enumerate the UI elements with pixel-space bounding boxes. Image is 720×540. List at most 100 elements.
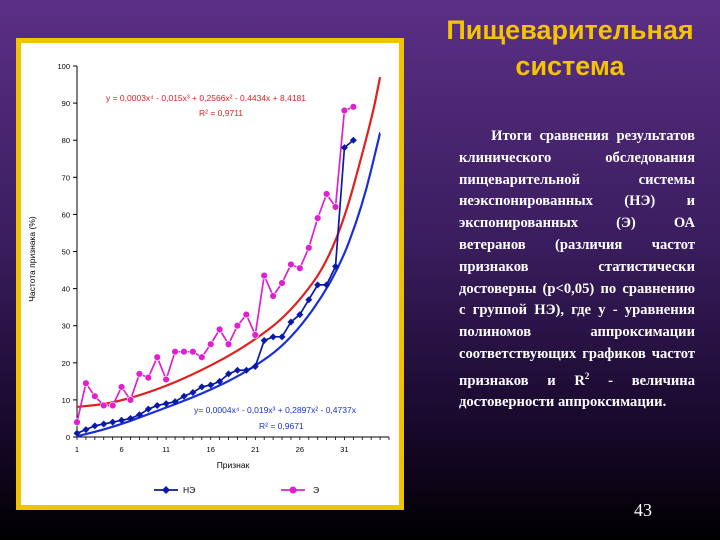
data-point-ne [278,333,286,341]
data-point-ne [126,414,134,422]
data-point-e [144,373,153,382]
data-point-e [117,383,126,391]
r2-e: R² = 0,9711 [199,108,243,118]
data-point-e [100,401,108,410]
data-point-e [251,331,259,339]
data-point-e [91,392,99,400]
slide-body-text: Итоги сравнения результатов клинического… [459,126,695,414]
legend: НЭ Э [154,485,319,495]
data-point-ne [296,311,304,319]
x-tick-label: 21 [251,445,259,454]
data-point-ne [216,377,224,385]
legend-e-label: Э [313,485,319,495]
body-superscript: 2 [584,370,590,381]
data-point-e [189,347,197,356]
data-point-ne [198,383,206,391]
data-point-e [296,264,304,272]
data-point-ne [225,370,233,378]
data-point-ne [118,416,126,424]
y-tick-label: 60 [62,210,70,219]
x-tick-label: 31 [340,445,348,454]
data-point-e [126,396,135,404]
data-point-e [207,340,215,348]
body-text-end: - величина достоверности аппроксимации. [459,372,695,411]
data-point-e [278,279,286,287]
data-point-ne [287,318,295,326]
data-point-ne [349,136,357,144]
y-tick-label: 20 [62,359,70,368]
data-point-ne [233,366,241,374]
data-point-e [82,379,90,387]
legend-ne-marker [162,486,170,494]
body-text-main: Итоги сравнения результатов клинического… [459,128,695,389]
data-point-e [269,292,277,300]
trendline-ne [76,132,382,438]
data-point-ne [323,281,331,289]
equation-ne: y= 0,0004x⁴ - 0,019x³ + 0,2897x² - 0,473… [194,405,357,415]
y-tick-label: 30 [62,322,70,331]
y-tick-label: 50 [62,248,70,257]
x-tick-label: 11 [162,445,170,454]
data-point-e [260,271,268,280]
x-tick-label: 26 [296,445,304,454]
trendline-e [76,76,382,409]
legend-e-marker [289,486,297,494]
data-point-ne [189,388,197,396]
data-point-ne [242,366,250,374]
data-point-e [153,353,161,361]
x-axis-label: Признак [217,460,250,470]
data-point-ne [340,144,348,152]
data-point-ne [314,281,322,289]
x-tick-label: 1 [75,445,79,454]
data-point-ne [251,363,259,371]
data-point-ne [332,262,340,270]
data-point-ne [162,400,170,408]
data-point-ne [260,337,268,345]
data-point-ne [135,411,143,419]
data-point-e [198,353,206,361]
chart-trendlines [76,76,382,438]
data-point-ne [82,426,90,434]
y-tick-label: 90 [62,99,70,108]
data-point-ne [100,420,108,428]
data-point-ne [207,381,215,389]
data-point-e [108,401,117,410]
data-point-ne [144,405,152,413]
data-point-e [322,190,331,198]
data-point-e [313,214,322,222]
y-tick-label: 80 [62,136,70,145]
data-point-e [180,347,188,356]
r2-ne: R² = 0,9671 [259,421,304,431]
chart-markers [73,103,358,437]
y-tick-label: 70 [62,173,70,182]
data-point-ne [153,401,161,409]
y-tick-label: 100 [57,62,70,71]
data-point-e [215,325,224,334]
x-tick-label: 6 [119,445,123,454]
page-number: 43 [634,500,652,520]
data-point-e [340,106,349,115]
data-point-ne [180,392,188,400]
y-tick-label: 40 [62,285,70,294]
data-point-ne [91,422,99,430]
data-point-e [331,203,340,211]
data-point-ne [269,333,277,341]
data-point-ne [305,296,313,304]
chart-series [76,106,354,435]
series-line-e [76,106,354,423]
data-point-e [224,340,233,348]
data-point-e [305,244,313,252]
data-point-e [135,370,144,378]
chart-frame: 0 10 20 30 40 50 60 70 80 90 100 1 6 11 16 21 26 31 y = 0… [16,38,404,510]
slide-title: Пищеварительная система [446,15,694,81]
y-tick-label: 0 [66,433,70,442]
data-point-e [349,103,358,111]
data-point-e [162,375,170,384]
data-point-e [73,418,81,426]
equation-e: y = 0,0003x⁴ - 0,015x³ + 0,2566x² - 0,44… [106,93,306,103]
data-point-ne [171,398,179,406]
x-tick-label: 16 [207,445,215,454]
data-point-e [233,322,242,330]
legend-ne-label: НЭ [183,485,195,495]
